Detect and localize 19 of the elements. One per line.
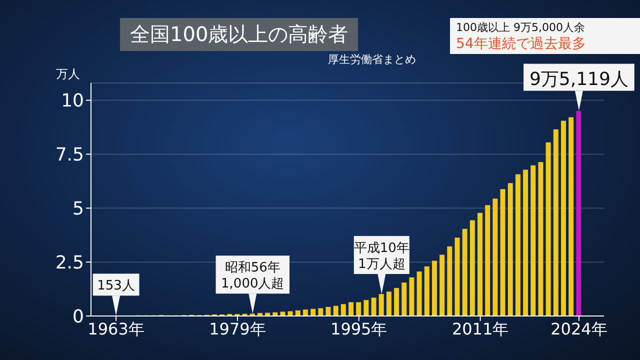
y-tick-label: 2.5 — [55, 252, 84, 274]
y-tick-label: 5 — [72, 198, 84, 220]
y-tick-label: 10 — [61, 90, 84, 112]
text: 100歳以上 9万5,000人余 — [456, 20, 586, 36]
x-tick-label: 2024年 — [550, 319, 608, 338]
x-tick-label: 2011年 — [452, 319, 509, 338]
x-tick-label: 1963年 — [88, 319, 144, 338]
x-tick-label: 1995年 — [330, 319, 388, 338]
annotation: 9万5,119人 — [529, 68, 628, 90]
y-tick-label: 7.5 — [55, 144, 84, 166]
annotation: 153人 — [97, 278, 135, 294]
y-tick-label: 0 — [72, 306, 84, 328]
annotation: 昭和56年 1,000人超 — [221, 260, 284, 292]
x-tick-label: 1979年 — [209, 319, 266, 338]
chart-title: 全国100歳以上の高齢者 — [120, 18, 358, 51]
annotation: 平成10年 1万人超 — [354, 240, 410, 272]
text: 厚生労働省まとめ — [327, 52, 416, 67]
text: 54年連続で過去最多 — [456, 36, 587, 52]
y-axis-title: 万人 — [56, 66, 80, 83]
